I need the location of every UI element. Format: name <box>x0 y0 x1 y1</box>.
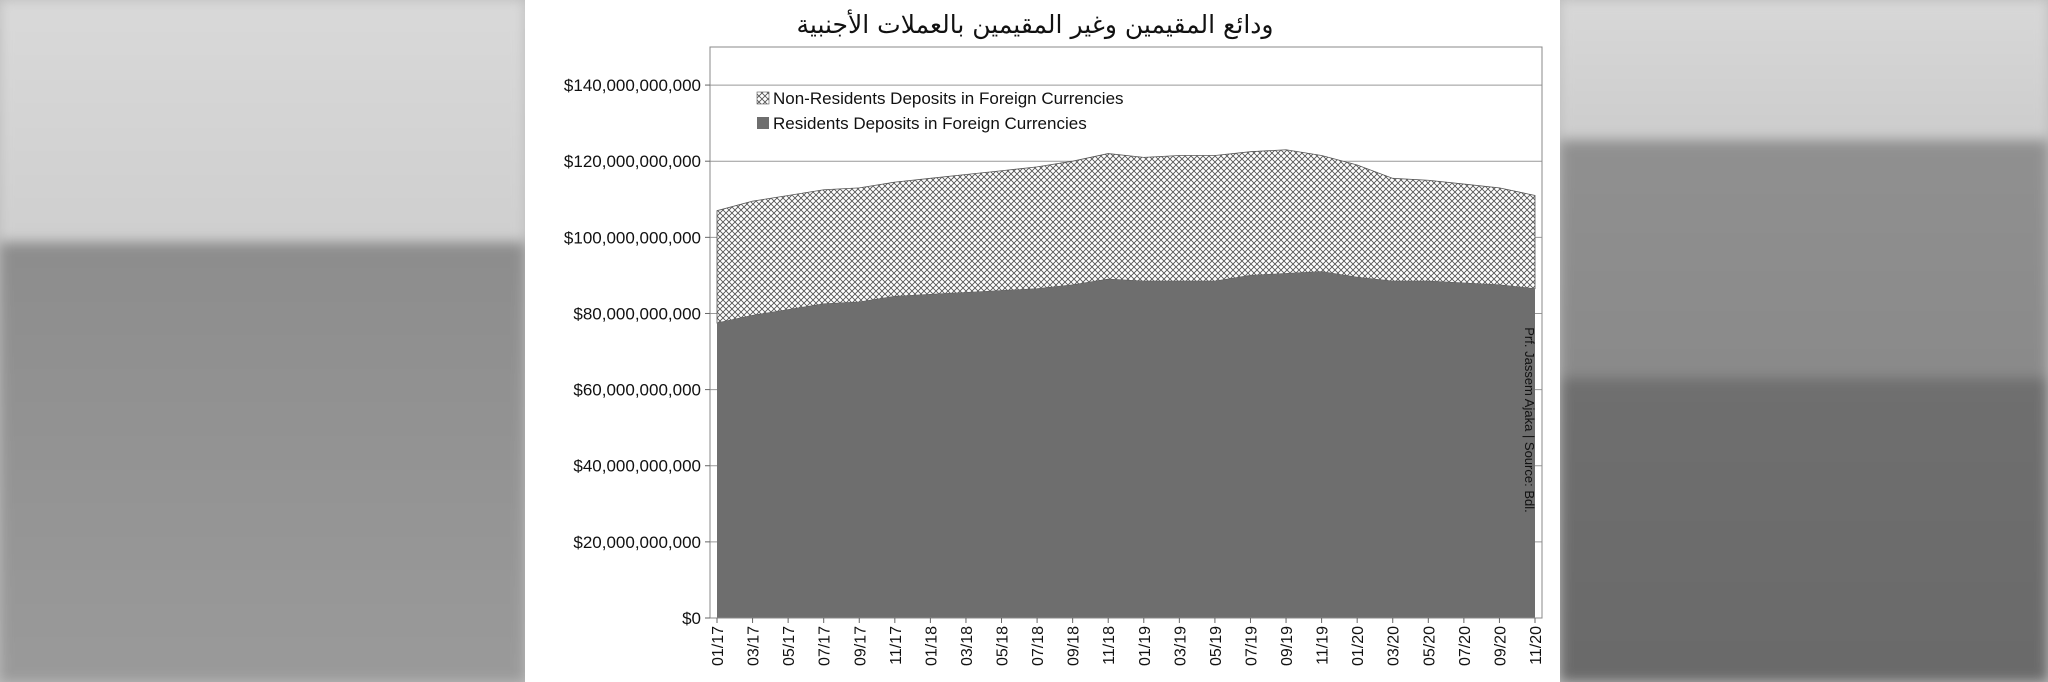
plot-frame <box>709 46 1543 619</box>
stacked-areas <box>716 149 1536 618</box>
x-tick-label: 07/17 <box>817 626 834 666</box>
source-note: Prf. Jassem Ajaka | Source: Bdl. <box>1522 327 1537 512</box>
area-residents <box>717 271 1535 618</box>
x-tick-label: 03/18 <box>959 626 976 666</box>
x-tick-label: 01/18 <box>923 626 940 666</box>
legend-swatch-non-residents <box>756 91 770 105</box>
x-tick-label: 05/18 <box>995 626 1012 666</box>
x-tick-label: 11/19 <box>1315 626 1332 665</box>
x-tick-label: 03/20 <box>1386 626 1403 666</box>
x-tick-label: 05/19 <box>1208 626 1225 666</box>
legend-label-non-residents: Non-Residents Deposits in Foreign Curren… <box>773 89 1124 108</box>
x-tick-label: 01/17 <box>710 626 727 666</box>
y-axis: $0 $20,000,000,000 $40,000,000,000 $60,000,… <box>564 76 710 628</box>
legend-label-residents: Residents Deposits in Foreign Currencies <box>773 114 1087 133</box>
y-tick-label: $0 <box>682 609 701 628</box>
y-tick-label: $80,000,000,000 <box>573 304 701 323</box>
x-tick-label: 03/19 <box>1172 626 1189 666</box>
y-tick-label: $40,000,000,000 <box>573 457 701 476</box>
x-tick-label: 11/17 <box>888 626 905 665</box>
y-tick-label: $20,000,000,000 <box>573 533 701 552</box>
x-tick-label: 07/18 <box>1030 626 1047 666</box>
x-tick-label: 09/19 <box>1279 626 1296 666</box>
x-tick-label: 05/17 <box>781 626 798 666</box>
y-tick-label: $100,000,000,000 <box>564 228 701 247</box>
x-tick-label: 11/20 <box>1528 626 1545 665</box>
x-tick-label: 09/17 <box>852 626 869 666</box>
y-tick-label: $60,000,000,000 <box>573 381 701 400</box>
blurred-background-right <box>1560 0 2048 682</box>
x-tick-label: 03/17 <box>746 626 763 666</box>
legend: Non-Residents Deposits in Foreign Curren… <box>756 89 1124 133</box>
x-tick-label: 07/20 <box>1457 626 1474 666</box>
chart-panel: ودائع المقيمين وغير المقيمين بالعملات ال… <box>525 0 1560 682</box>
x-axis: 01/17 03/17 05/17 07/17 09/17 11/17 01/18 03/18… <box>710 618 1545 666</box>
x-tick-label: 09/20 <box>1492 626 1509 666</box>
chart-title: ودائع المقيمين وغير المقيمين بالعملات ال… <box>797 8 1274 40</box>
x-tick-label: 11/18 <box>1101 626 1118 665</box>
x-tick-label: 05/20 <box>1421 626 1438 666</box>
x-tick-label: 07/19 <box>1243 626 1260 666</box>
y-tick-label: $140,000,000,000 <box>564 76 701 95</box>
blurred-background-left <box>0 0 525 682</box>
y-tick-label: $120,000,000,000 <box>564 152 701 171</box>
x-tick-label: 01/20 <box>1350 626 1367 666</box>
x-tick-label: 01/19 <box>1137 626 1154 666</box>
deposits-area-chart: ودائع المقيمين وغير المقيمين بالعملات ال… <box>564 8 1545 666</box>
legend-swatch-residents <box>757 117 769 129</box>
x-tick-label: 09/18 <box>1066 626 1083 666</box>
